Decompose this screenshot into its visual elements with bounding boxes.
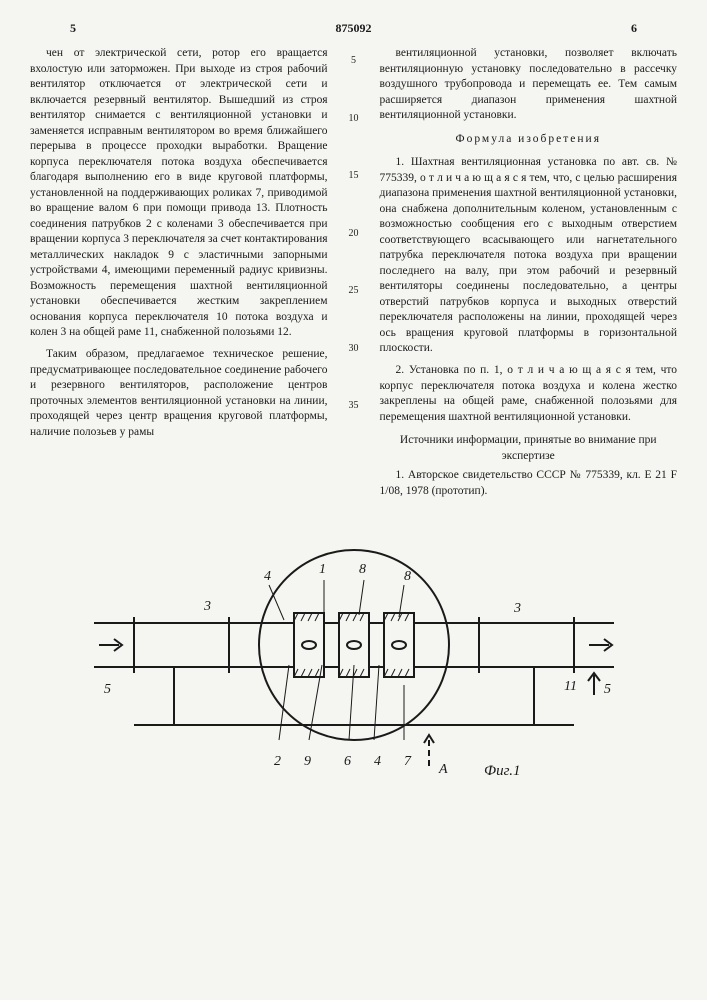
line-number: 25 — [349, 284, 359, 298]
formula-title: Формула изобретения — [380, 132, 678, 148]
left-para-1: чен от электрической сети, ротор его вра… — [30, 46, 328, 341]
figure-svg: 1 2 6 7 9 11 5 3 4 8 8 4 A 3 5 Фиг.1 — [74, 525, 634, 785]
svg-text:6: 6 — [344, 754, 351, 769]
line-number: 20 — [349, 227, 359, 241]
sources-title: Источники информации, принятые во вниман… — [380, 433, 678, 464]
right-column: вентиляционной установки, позволяет вклю… — [380, 46, 678, 505]
svg-text:5: 5 — [604, 682, 611, 697]
svg-text:11: 11 — [564, 679, 577, 694]
line-number: 30 — [349, 342, 359, 356]
right-para-1: вентиляционной установки, позволяет вклю… — [380, 46, 678, 124]
svg-text:Фиг.1: Фиг.1 — [484, 763, 520, 779]
figure-1: 1 2 6 7 9 11 5 3 4 8 8 4 A 3 5 Фиг.1 — [30, 525, 677, 785]
svg-text:3: 3 — [513, 601, 521, 616]
left-para-2: Таким образом, предлагаемое техническое … — [30, 347, 328, 440]
svg-text:1: 1 — [319, 562, 326, 577]
svg-text:7: 7 — [404, 754, 412, 769]
page-header: 5 875092 6 — [30, 20, 677, 36]
line-number: 15 — [349, 169, 359, 183]
svg-text:4: 4 — [264, 569, 271, 584]
svg-text:5: 5 — [104, 682, 111, 697]
svg-text:3: 3 — [203, 599, 211, 614]
page-number-right: 6 — [410, 20, 677, 36]
source-1: 1. Авторское свидетельство СССР № 775339… — [380, 468, 678, 499]
svg-text:A: A — [438, 762, 448, 777]
page-number-left: 5 — [30, 20, 297, 36]
line-number: 5 — [351, 54, 356, 68]
line-number: 10 — [349, 112, 359, 126]
claim-1: 1. Шахтная вентиляционная установка по а… — [380, 155, 678, 357]
svg-text:4: 4 — [374, 754, 381, 769]
line-number-gutter: 5 10 15 20 25 30 35 — [346, 46, 362, 505]
left-column: чен от электрической сети, ротор его вра… — [30, 46, 328, 505]
svg-text:8: 8 — [404, 569, 411, 584]
svg-text:2: 2 — [274, 754, 281, 769]
claim-2: 2. Установка по п. 1, о т л и ч а ю щ а … — [380, 363, 678, 425]
svg-text:9: 9 — [304, 754, 311, 769]
line-number: 35 — [349, 399, 359, 413]
svg-text:8: 8 — [359, 562, 366, 577]
text-columns: чен от электрической сети, ротор его вра… — [30, 46, 677, 505]
document-number: 875092 — [297, 20, 410, 36]
